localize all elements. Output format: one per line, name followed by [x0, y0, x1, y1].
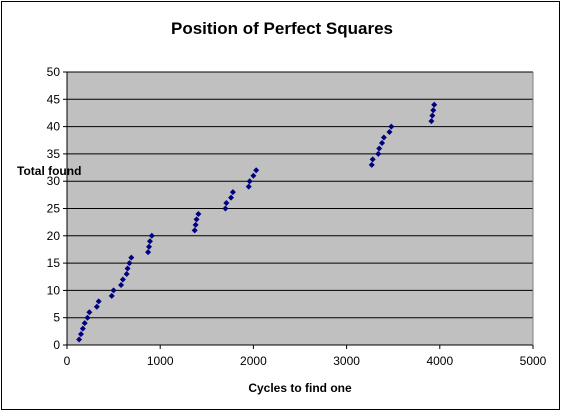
y-tick-label: 15 [47, 256, 61, 270]
y-tick-label: 50 [47, 65, 61, 79]
data-point [193, 216, 200, 223]
tick-labels: 0 5 10 15 20 25 30 35 40 45 50 0 1000 2000 3000 4000 500… [47, 65, 547, 368]
data-point [81, 320, 88, 327]
data-point [86, 309, 93, 316]
data-point [118, 281, 125, 288]
data-point [222, 205, 229, 212]
gridlines [67, 71, 533, 319]
y-tick-label: 45 [47, 92, 61, 106]
data-point [380, 134, 387, 141]
x-tick-label: 5000 [520, 354, 547, 368]
data-point [123, 271, 130, 278]
x-axis-title: Cycles to find one [248, 381, 352, 395]
data-point [253, 167, 260, 174]
data-point [379, 139, 386, 146]
data-point [369, 156, 376, 163]
data-point [429, 112, 436, 119]
data-point [146, 243, 153, 250]
x-tick-label: 1000 [147, 354, 174, 368]
data-point [108, 292, 115, 299]
data-point [95, 298, 102, 305]
data-point [388, 123, 395, 130]
data-point [368, 161, 375, 168]
y-tick-label: 35 [47, 147, 61, 161]
x-tick-label: 3000 [333, 354, 360, 368]
data-point [77, 331, 84, 338]
data-point [431, 101, 438, 108]
x-tick-label: 2000 [240, 354, 267, 368]
x-tick-label: 4000 [426, 354, 453, 368]
data-point [126, 260, 133, 267]
data-point [228, 194, 235, 201]
data-point [191, 227, 198, 234]
y-tick-label: 20 [47, 229, 61, 243]
y-tick-label: 0 [53, 338, 60, 352]
data-point [79, 325, 86, 332]
data-point [148, 232, 155, 239]
data-point [110, 287, 117, 294]
data-point [124, 265, 131, 272]
data-point [192, 221, 199, 228]
x-tick-label: 0 [64, 354, 71, 368]
axes [63, 71, 534, 349]
data-point [376, 145, 383, 152]
data-point [246, 178, 253, 185]
data-point [229, 189, 236, 196]
chart-title: Position of Perfect Squares [171, 19, 393, 38]
y-tick-label: 25 [47, 202, 61, 216]
y-tick-label: 30 [47, 174, 61, 188]
data-point [146, 238, 153, 245]
data-point [76, 336, 83, 343]
data-point [84, 314, 91, 321]
data-points [76, 101, 438, 343]
data-point [195, 210, 202, 217]
data-point [430, 107, 437, 114]
data-point [386, 129, 393, 136]
y-axis-title: Total found [17, 164, 81, 178]
data-point [93, 303, 100, 310]
data-point [128, 254, 135, 261]
data-point [250, 172, 257, 179]
data-point [375, 150, 382, 157]
data-point [145, 249, 152, 256]
y-tick-label: 5 [53, 311, 60, 325]
data-point [119, 276, 126, 283]
data-point [428, 118, 435, 125]
data-point [223, 200, 230, 207]
y-tick-label: 10 [47, 283, 61, 297]
y-tick-label: 40 [47, 120, 61, 134]
data-point [245, 183, 252, 190]
